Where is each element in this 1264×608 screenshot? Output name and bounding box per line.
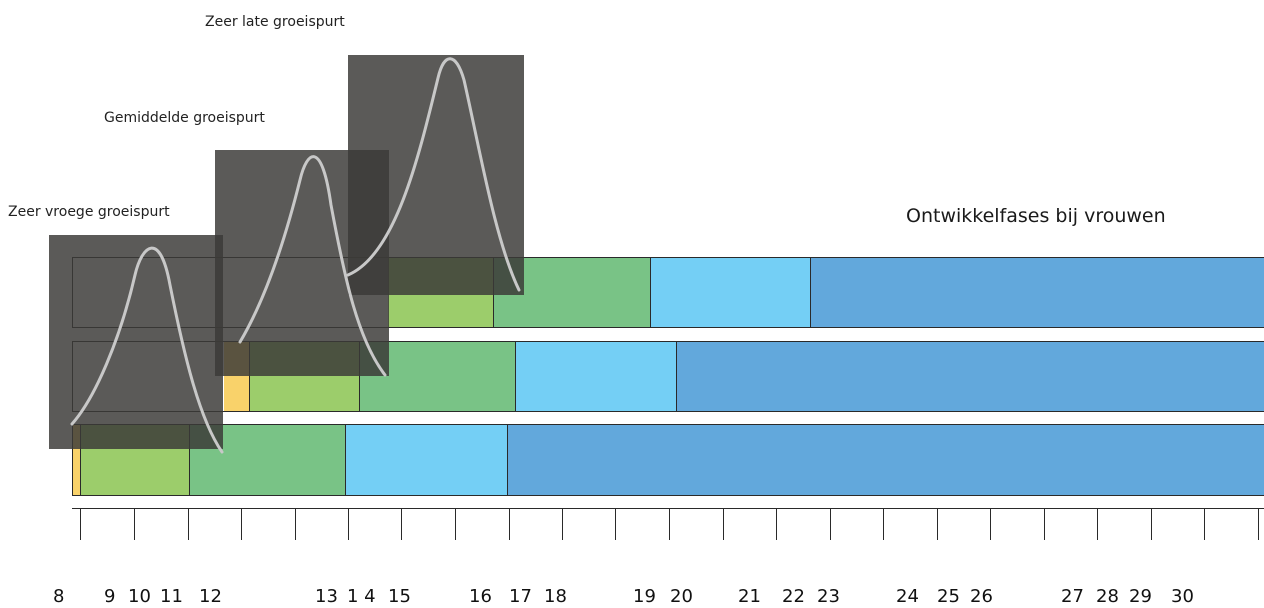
age-label: 28: [1096, 586, 1119, 607]
row-outline-bottom: [72, 424, 1264, 496]
segment-blue: [507, 424, 1264, 495]
age-label: 25: [937, 586, 960, 607]
growth-curves: [70, 57, 521, 454]
curve-very-late: [346, 57, 521, 292]
axis-ticks: [80, 508, 1259, 540]
age-label: 16: [469, 586, 492, 607]
segment-yellow: [72, 424, 80, 495]
age-label: 18: [544, 586, 567, 607]
age-label: 20: [670, 586, 693, 607]
row-very-early: [72, 424, 1264, 495]
segment-light-blue: [650, 257, 810, 327]
age-label: 29: [1129, 586, 1152, 607]
age-label: 21: [738, 586, 761, 607]
age-label: 11: [160, 586, 183, 607]
segment-light-blue: [345, 424, 507, 495]
age-label: 15: [388, 586, 411, 607]
label-average: Gemiddelde groeispurt: [104, 110, 265, 126]
age-label: 26: [970, 586, 993, 607]
age-label: 23: [817, 586, 840, 607]
age-label: 9: [104, 586, 116, 607]
diagram-title: Ontwikkelfases bij vrouwen: [906, 205, 1166, 227]
age-label: 27: [1061, 586, 1084, 607]
age-label: 12: [199, 586, 222, 607]
age-label: 30: [1171, 586, 1194, 607]
age-label: 10: [128, 586, 151, 607]
label-very-late: Zeer late groeispurt: [205, 14, 345, 30]
age-label: 22: [782, 586, 805, 607]
label-very-early: Zeer vroege groeispurt: [8, 204, 170, 220]
overlay-very-late: [348, 55, 524, 295]
segment-blue: [810, 257, 1264, 327]
segment-light-blue: [515, 341, 676, 411]
segment-blue: [676, 341, 1264, 411]
timeline-axis: [72, 508, 1264, 540]
age-label: 24: [896, 586, 919, 607]
overlay-boxes: [49, 55, 524, 449]
age-label: 17: [509, 586, 532, 607]
age-label: 19: [633, 586, 656, 607]
curve-average: [238, 155, 387, 377]
age-label: 1 4: [347, 586, 376, 607]
age-label: 8: [53, 586, 65, 607]
age-label: 13: [315, 586, 338, 607]
curve-very-early: [70, 246, 224, 454]
